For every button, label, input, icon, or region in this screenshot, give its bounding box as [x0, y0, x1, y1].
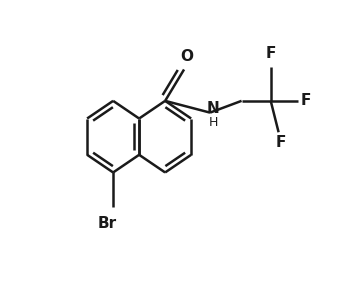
Text: Br: Br — [98, 216, 117, 231]
Text: F: F — [266, 46, 276, 61]
Text: F: F — [301, 93, 312, 108]
Text: H: H — [209, 116, 218, 129]
Text: F: F — [276, 135, 286, 150]
Text: O: O — [180, 49, 193, 64]
Text: N: N — [207, 101, 219, 116]
